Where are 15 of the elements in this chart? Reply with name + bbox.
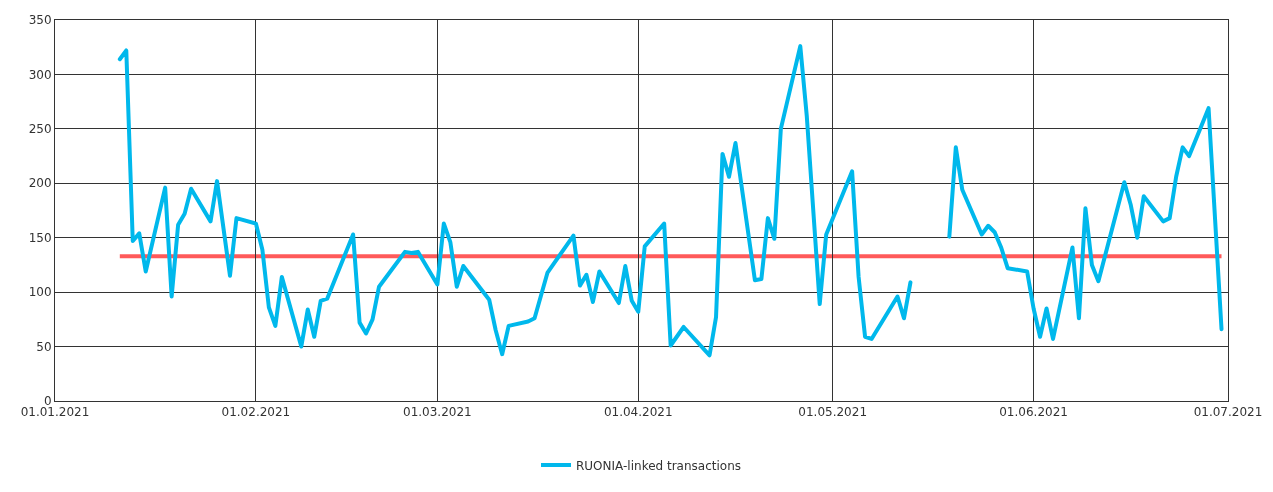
x-tick-label: 01.06.2021 (999, 405, 1068, 420)
y-tick-label: 200 (28, 176, 52, 191)
x-tick-label: 01.05.2021 (798, 405, 868, 420)
y-tick-label: 250 (28, 122, 52, 137)
x-tick-label: 01.03.2021 (403, 405, 472, 420)
y-tick-label: 350 (28, 13, 52, 28)
y-tick-label: 100 (28, 285, 52, 300)
y-tick-label: 150 (28, 230, 52, 245)
legend-label: RUONIA-linked transactions (576, 458, 742, 473)
x-tick-label: 01.07.2021 (1193, 405, 1263, 420)
x-tick-label: 01.04.2021 (603, 405, 673, 420)
x-tick-label: 01.02.2021 (221, 405, 291, 420)
y-tick-label: 300 (28, 67, 52, 82)
y-tick-label: 50 (36, 339, 52, 354)
x-tick-label: 01.01.2021 (20, 405, 90, 420)
